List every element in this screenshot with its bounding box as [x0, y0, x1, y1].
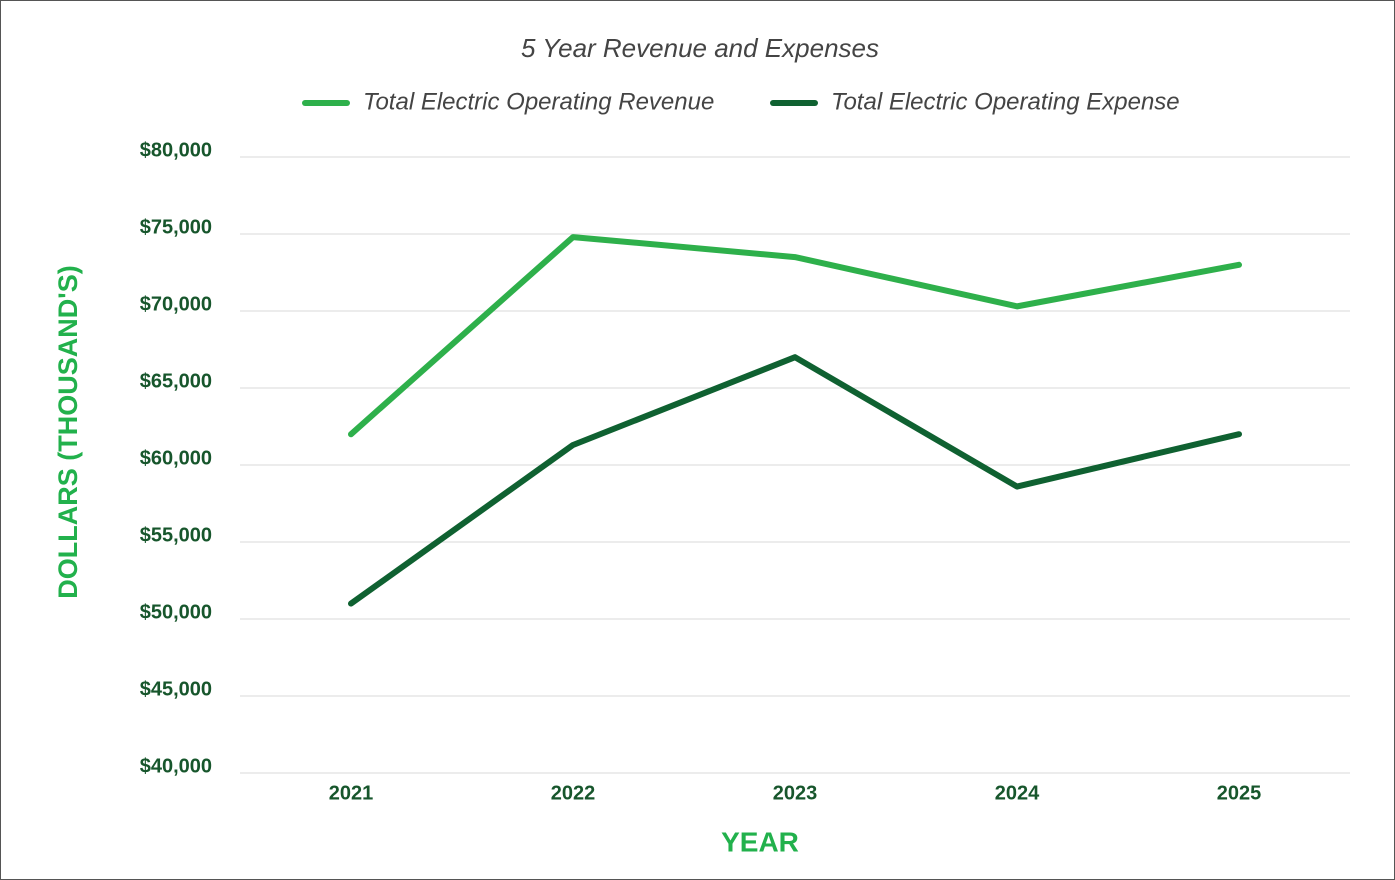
- y-tick-label: $45,000: [140, 678, 212, 700]
- y-tick-label: $70,000: [140, 293, 212, 315]
- series-line: [348, 354, 1242, 607]
- y-tick-label: $65,000: [140, 370, 212, 392]
- y-tick-label: $50,000: [140, 601, 212, 623]
- y-tick-label: $40,000: [140, 755, 212, 777]
- x-axis-title: YEAR: [721, 826, 799, 857]
- y-tick-label: $60,000: [140, 447, 212, 469]
- y-axis-title: DOLLARS (THOUSAND'S): [53, 265, 83, 598]
- legend-label: Total Electric Operating Revenue: [363, 88, 714, 115]
- x-tick-label: 2021: [329, 782, 374, 804]
- legend-label: Total Electric Operating Expense: [831, 88, 1180, 115]
- x-tick-label: 2024: [995, 782, 1040, 804]
- y-tick-label: $55,000: [140, 524, 212, 546]
- y-tick-label: $75,000: [140, 216, 212, 238]
- x-tick-label: 2023: [773, 782, 818, 804]
- series-line: [348, 234, 1242, 438]
- x-tick-label: 2022: [551, 782, 596, 804]
- x-tick-label: 2025: [1217, 782, 1262, 804]
- chart-title: 5 Year Revenue and Expenses: [521, 33, 879, 63]
- y-tick-label: $80,000: [140, 139, 212, 161]
